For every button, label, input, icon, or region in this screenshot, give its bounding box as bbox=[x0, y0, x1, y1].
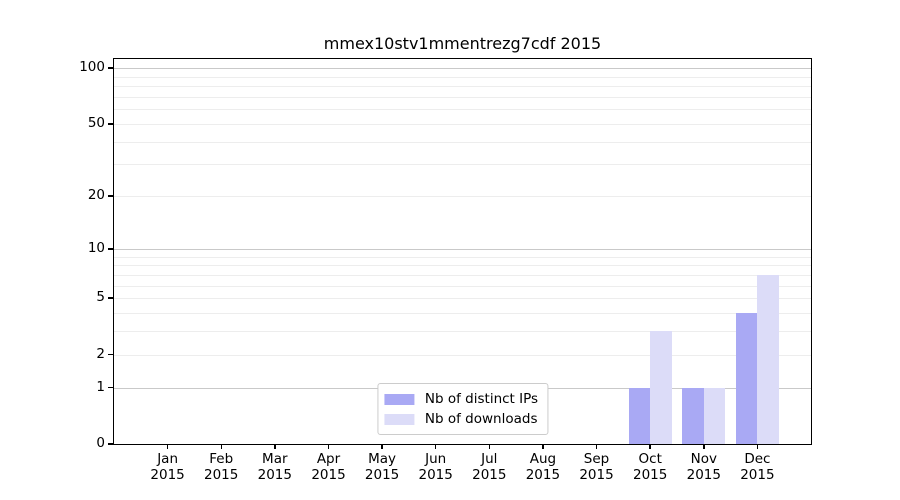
x-tick-oct bbox=[649, 444, 651, 449]
y-tick-100 bbox=[108, 67, 113, 69]
chart-title: mmex10stv1mmentrezg7cdf 2015 bbox=[323, 34, 602, 53]
y-tick-0 bbox=[108, 443, 113, 445]
x-tick-month-dec: Dec bbox=[744, 451, 771, 467]
gridline-y-90 bbox=[114, 76, 811, 78]
gridline-y-5 bbox=[114, 298, 811, 300]
x-tick-sep bbox=[595, 444, 598, 449]
x-tick-label-mar: Mar 2015 bbox=[240, 451, 310, 483]
bar-oct-distinct-ips bbox=[628, 387, 651, 444]
gridline-y-6 bbox=[114, 285, 811, 287]
bar-dec-distinct-ips bbox=[735, 312, 758, 444]
legend-item-downloads: Nb of downloads bbox=[383, 409, 538, 429]
x-tick-label-feb: Feb 2015 bbox=[186, 451, 256, 483]
x-tick-month-mar: Mar bbox=[262, 451, 288, 467]
y-tick-2 bbox=[108, 353, 113, 356]
y-tick-label-10: 10 bbox=[87, 239, 105, 256]
plot-area: Nb of distinct IPs Nb of downloads bbox=[113, 58, 812, 445]
x-tick-year-apr: 2015 bbox=[311, 467, 346, 483]
gridline-y-50 bbox=[114, 123, 811, 125]
y-tick-label-100: 100 bbox=[79, 59, 105, 76]
x-tick-year-oct: 2015 bbox=[633, 467, 668, 483]
y-tick-label-5: 5 bbox=[96, 289, 105, 306]
x-tick-year-jun: 2015 bbox=[418, 467, 453, 483]
gridline-y-20 bbox=[114, 196, 811, 198]
bar-oct-downloads bbox=[650, 331, 672, 444]
x-tick-label-dec: Dec 2015 bbox=[722, 451, 792, 483]
y-tick-1 bbox=[108, 386, 113, 389]
x-tick-label-may: May 2015 bbox=[347, 451, 417, 483]
x-tick-month-oct: Oct bbox=[638, 451, 662, 467]
gridline-y-2 bbox=[114, 354, 811, 356]
x-tick-label-jan: Jan 2015 bbox=[133, 451, 203, 483]
gridline-y-9 bbox=[114, 256, 811, 258]
legend-swatch-distinct-ips bbox=[383, 393, 414, 405]
gridline-y-7 bbox=[114, 274, 811, 276]
x-tick-month-jul: Jul bbox=[481, 451, 498, 467]
legend-label-downloads: Nb of downloads bbox=[424, 411, 538, 427]
y-tick-label-20: 20 bbox=[87, 187, 105, 204]
x-tick-year-jul: 2015 bbox=[472, 467, 507, 483]
gridline-y-40 bbox=[114, 141, 811, 143]
legend-swatch-downloads bbox=[383, 413, 414, 425]
x-tick-aug bbox=[542, 444, 544, 449]
y-tick-50 bbox=[108, 123, 113, 125]
gridline-y-8 bbox=[114, 265, 811, 267]
x-tick-month-aug: Aug bbox=[529, 451, 557, 467]
y-tick-label-0: 0 bbox=[96, 435, 105, 451]
gridline-y-4 bbox=[114, 312, 811, 314]
y-tick-label-2: 2 bbox=[96, 345, 105, 362]
x-tick-year-aug: 2015 bbox=[525, 467, 561, 483]
bar-dec-downloads bbox=[757, 274, 779, 444]
x-tick-feb bbox=[220, 444, 222, 449]
gridline-y-10 bbox=[114, 248, 811, 250]
x-tick-year-may: 2015 bbox=[364, 467, 400, 483]
x-tick-label-jun: Jun 2015 bbox=[401, 451, 471, 483]
legend-label-distinct-ips: Nb of distinct IPs bbox=[424, 391, 539, 407]
x-tick-label-oct: Oct 2015 bbox=[615, 451, 685, 483]
x-tick-month-may: May bbox=[368, 451, 397, 467]
x-tick-apr bbox=[327, 444, 330, 449]
bar-nov-distinct-ips bbox=[682, 387, 704, 444]
x-tick-label-aug: Aug 2015 bbox=[508, 451, 578, 483]
x-tick-year-sep: 2015 bbox=[579, 467, 614, 483]
y-tick-20 bbox=[108, 195, 113, 197]
x-tick-month-jan: Jan bbox=[157, 451, 178, 467]
legend-item-distinct-ips: Nb of distinct IPs bbox=[383, 389, 539, 409]
gridline-y-70 bbox=[114, 96, 811, 98]
bar-nov-downloads bbox=[703, 387, 726, 444]
x-tick-jan bbox=[166, 444, 169, 449]
x-tick-mar bbox=[274, 444, 276, 449]
x-tick-month-apr: Apr bbox=[316, 451, 341, 467]
x-tick-label-jul: Jul 2015 bbox=[454, 451, 524, 483]
y-tick-10 bbox=[108, 248, 113, 250]
gridline-y-3 bbox=[114, 331, 811, 333]
x-tick-year-dec: 2015 bbox=[740, 467, 775, 483]
x-tick-may bbox=[381, 444, 383, 449]
x-tick-year-mar: 2015 bbox=[257, 467, 292, 483]
x-tick-jul bbox=[488, 444, 491, 449]
x-tick-month-jun: Jun bbox=[425, 451, 447, 467]
x-tick-month-nov: Nov bbox=[690, 451, 717, 467]
y-tick-label-50: 50 bbox=[87, 114, 105, 131]
x-tick-month-sep: Sep bbox=[583, 451, 610, 467]
gridline-y-100 bbox=[114, 68, 811, 70]
x-tick-dec bbox=[756, 444, 759, 449]
x-tick-jun bbox=[434, 444, 437, 449]
x-tick-label-apr: Apr 2015 bbox=[294, 451, 364, 483]
y-tick-5 bbox=[108, 297, 113, 299]
x-tick-year-feb: 2015 bbox=[204, 467, 239, 483]
gridline-y-60 bbox=[114, 109, 811, 111]
x-tick-label-sep: Sep 2015 bbox=[562, 451, 632, 483]
x-tick-month-feb: Feb bbox=[209, 451, 234, 467]
y-tick-label-1: 1 bbox=[96, 378, 105, 395]
x-tick-nov bbox=[703, 444, 705, 449]
x-tick-year-nov: 2015 bbox=[686, 467, 721, 483]
gridline-y-80 bbox=[114, 86, 811, 88]
gridline-y-30 bbox=[114, 164, 811, 166]
legend: Nb of distinct IPs Nb of downloads bbox=[376, 383, 549, 435]
x-tick-label-nov: Nov 2015 bbox=[669, 451, 739, 483]
x-tick-year-jan: 2015 bbox=[150, 467, 185, 483]
